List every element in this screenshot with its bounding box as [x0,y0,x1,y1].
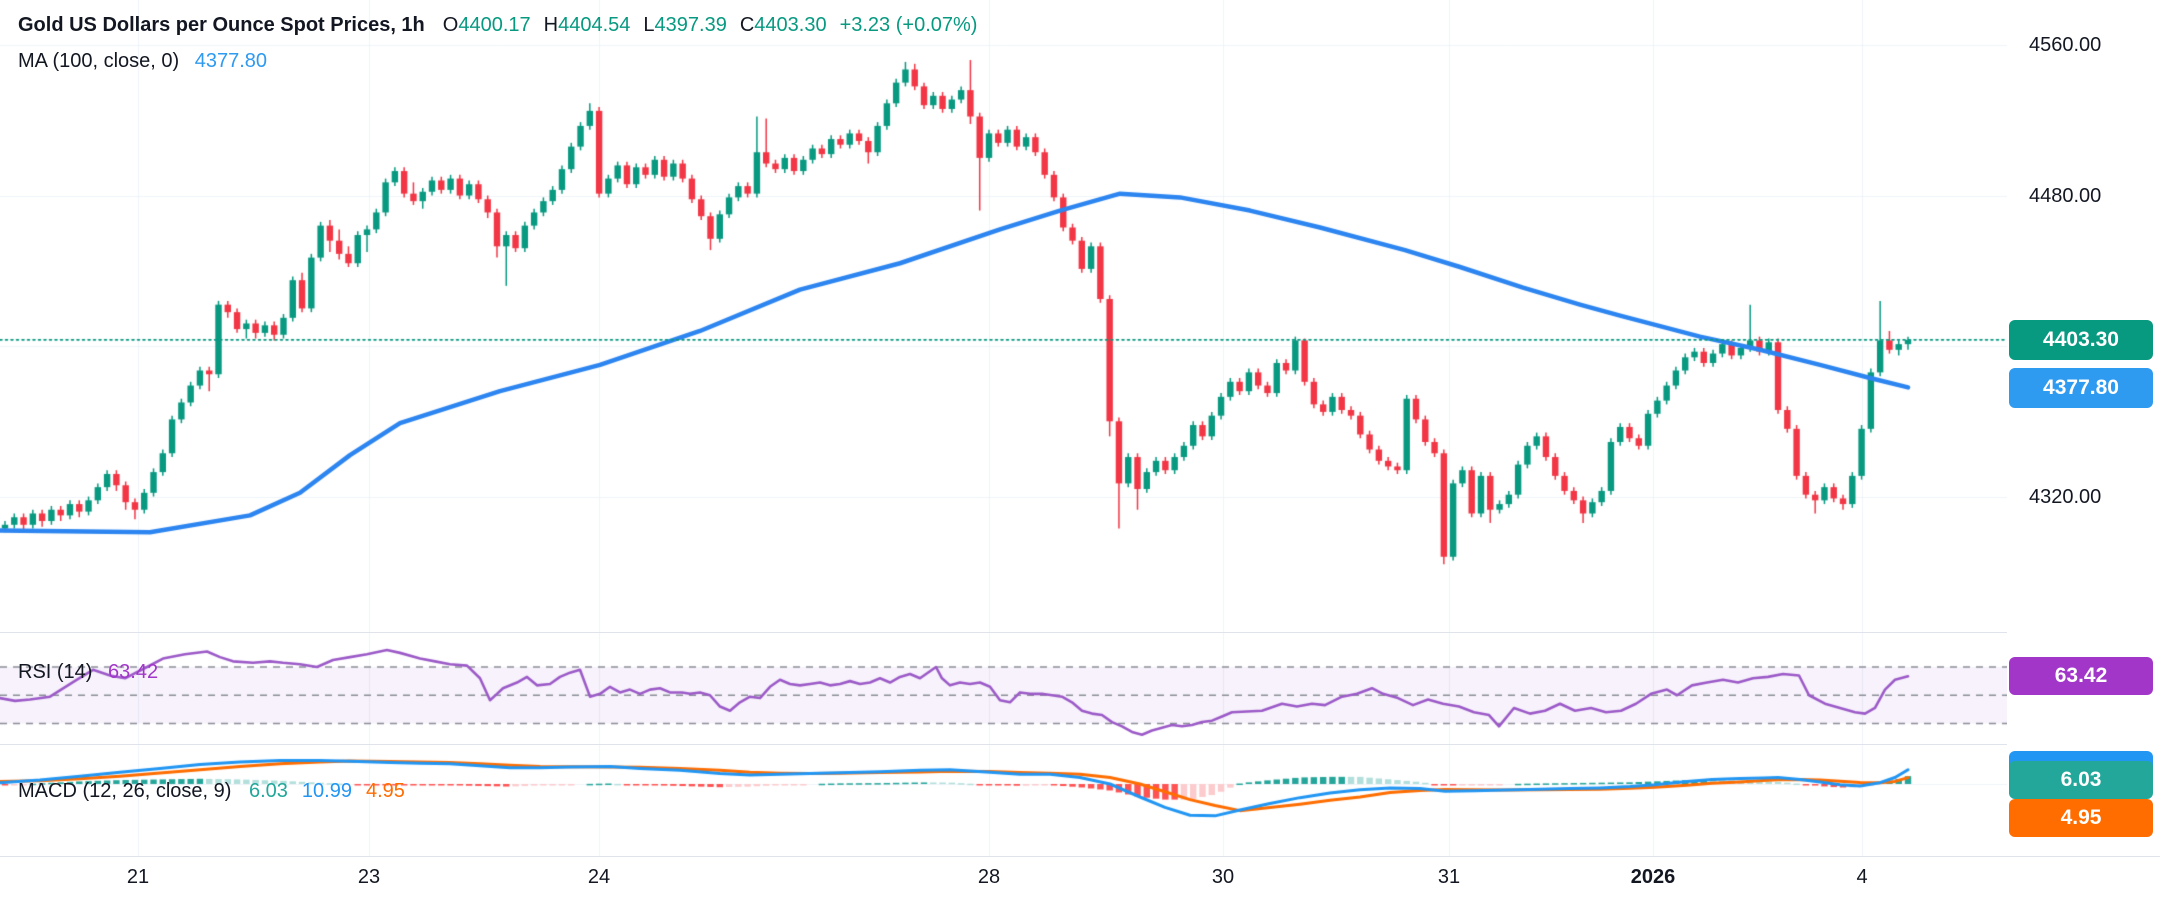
pane-separator-macd[interactable] [0,744,2160,745]
time-axis-label: 24 [587,866,611,888]
chart-canvas[interactable] [0,0,2007,856]
time-axis-label: 30 [1211,866,1235,888]
change-value: +3.23 (+0.07%) [839,14,978,36]
price-axis-label: 4320.00 [2029,485,2102,508]
ma-value: 4377.80 [194,50,268,72]
rsi-value: 63.42 [108,661,159,683]
ohlc-value: 4397.39 [654,14,727,36]
time-axis-label: 28 [977,866,1001,888]
ohlc-values: O4400.17 H4404.54 L4397.39 C4403.30 [443,14,840,36]
price-axis-label: 4480.00 [2029,184,2102,207]
ohlc-letter: C [739,14,755,36]
time-axis-label: 4 [1856,866,1868,888]
price-axis-label: 4560.00 [2029,34,2102,56]
symbol-legend-row: Gold US Dollars per Ounce Spot Prices, 1… [18,14,977,37]
macd-signal-badge: 4.95 [2009,799,2153,838]
ohlc-letter: H [543,14,559,36]
time-axis[interactable]: 21 23 24 28 30 31 2026 4 [0,857,2160,901]
time-axis-label: 21 [126,866,150,888]
macd-values: 6.03 10.99 4.95 [249,780,419,802]
macd-legend-row: MACD (12, 26, close, 9) 6.03 10.99 4.95 [18,780,419,803]
pane-separator-rsi[interactable] [0,632,2160,633]
ma-legend-row: MA (100, close, 0) 4377.80 [18,50,267,73]
time-axis-border [0,856,2160,857]
time-axis-label: 31 [1437,866,1461,888]
time-axis-label: 23 [357,866,381,888]
macd-hist-badge: 6.03 [2009,761,2153,800]
ohlc-letter: L [643,14,655,36]
time-axis-label: 2026 [1630,866,1676,888]
last-price-badge: 4403.30 [2009,319,2153,360]
macd-value: 4.95 [365,780,405,802]
ma-value-badge: 4377.80 [2009,367,2153,408]
symbol-title: Gold US Dollars per Ounce Spot Prices, 1… [18,14,425,36]
rsi-value-badge: 63.42 [2009,657,2153,696]
ohlc-letter: O [442,14,459,36]
rsi-label: RSI (14) [18,661,93,683]
rsi-legend-row: RSI (14) 63.42 [18,661,158,684]
ohlc-value: 4400.17 [458,14,531,36]
ohlc-value: 4404.54 [558,14,631,36]
ma-label: MA (100, close, 0) [18,50,180,72]
macd-label: MACD (12, 26, close, 9) [18,780,232,802]
ohlc-value: 4403.30 [754,14,827,36]
macd-value: 10.99 [301,780,352,802]
macd-value: 6.03 [248,780,288,802]
